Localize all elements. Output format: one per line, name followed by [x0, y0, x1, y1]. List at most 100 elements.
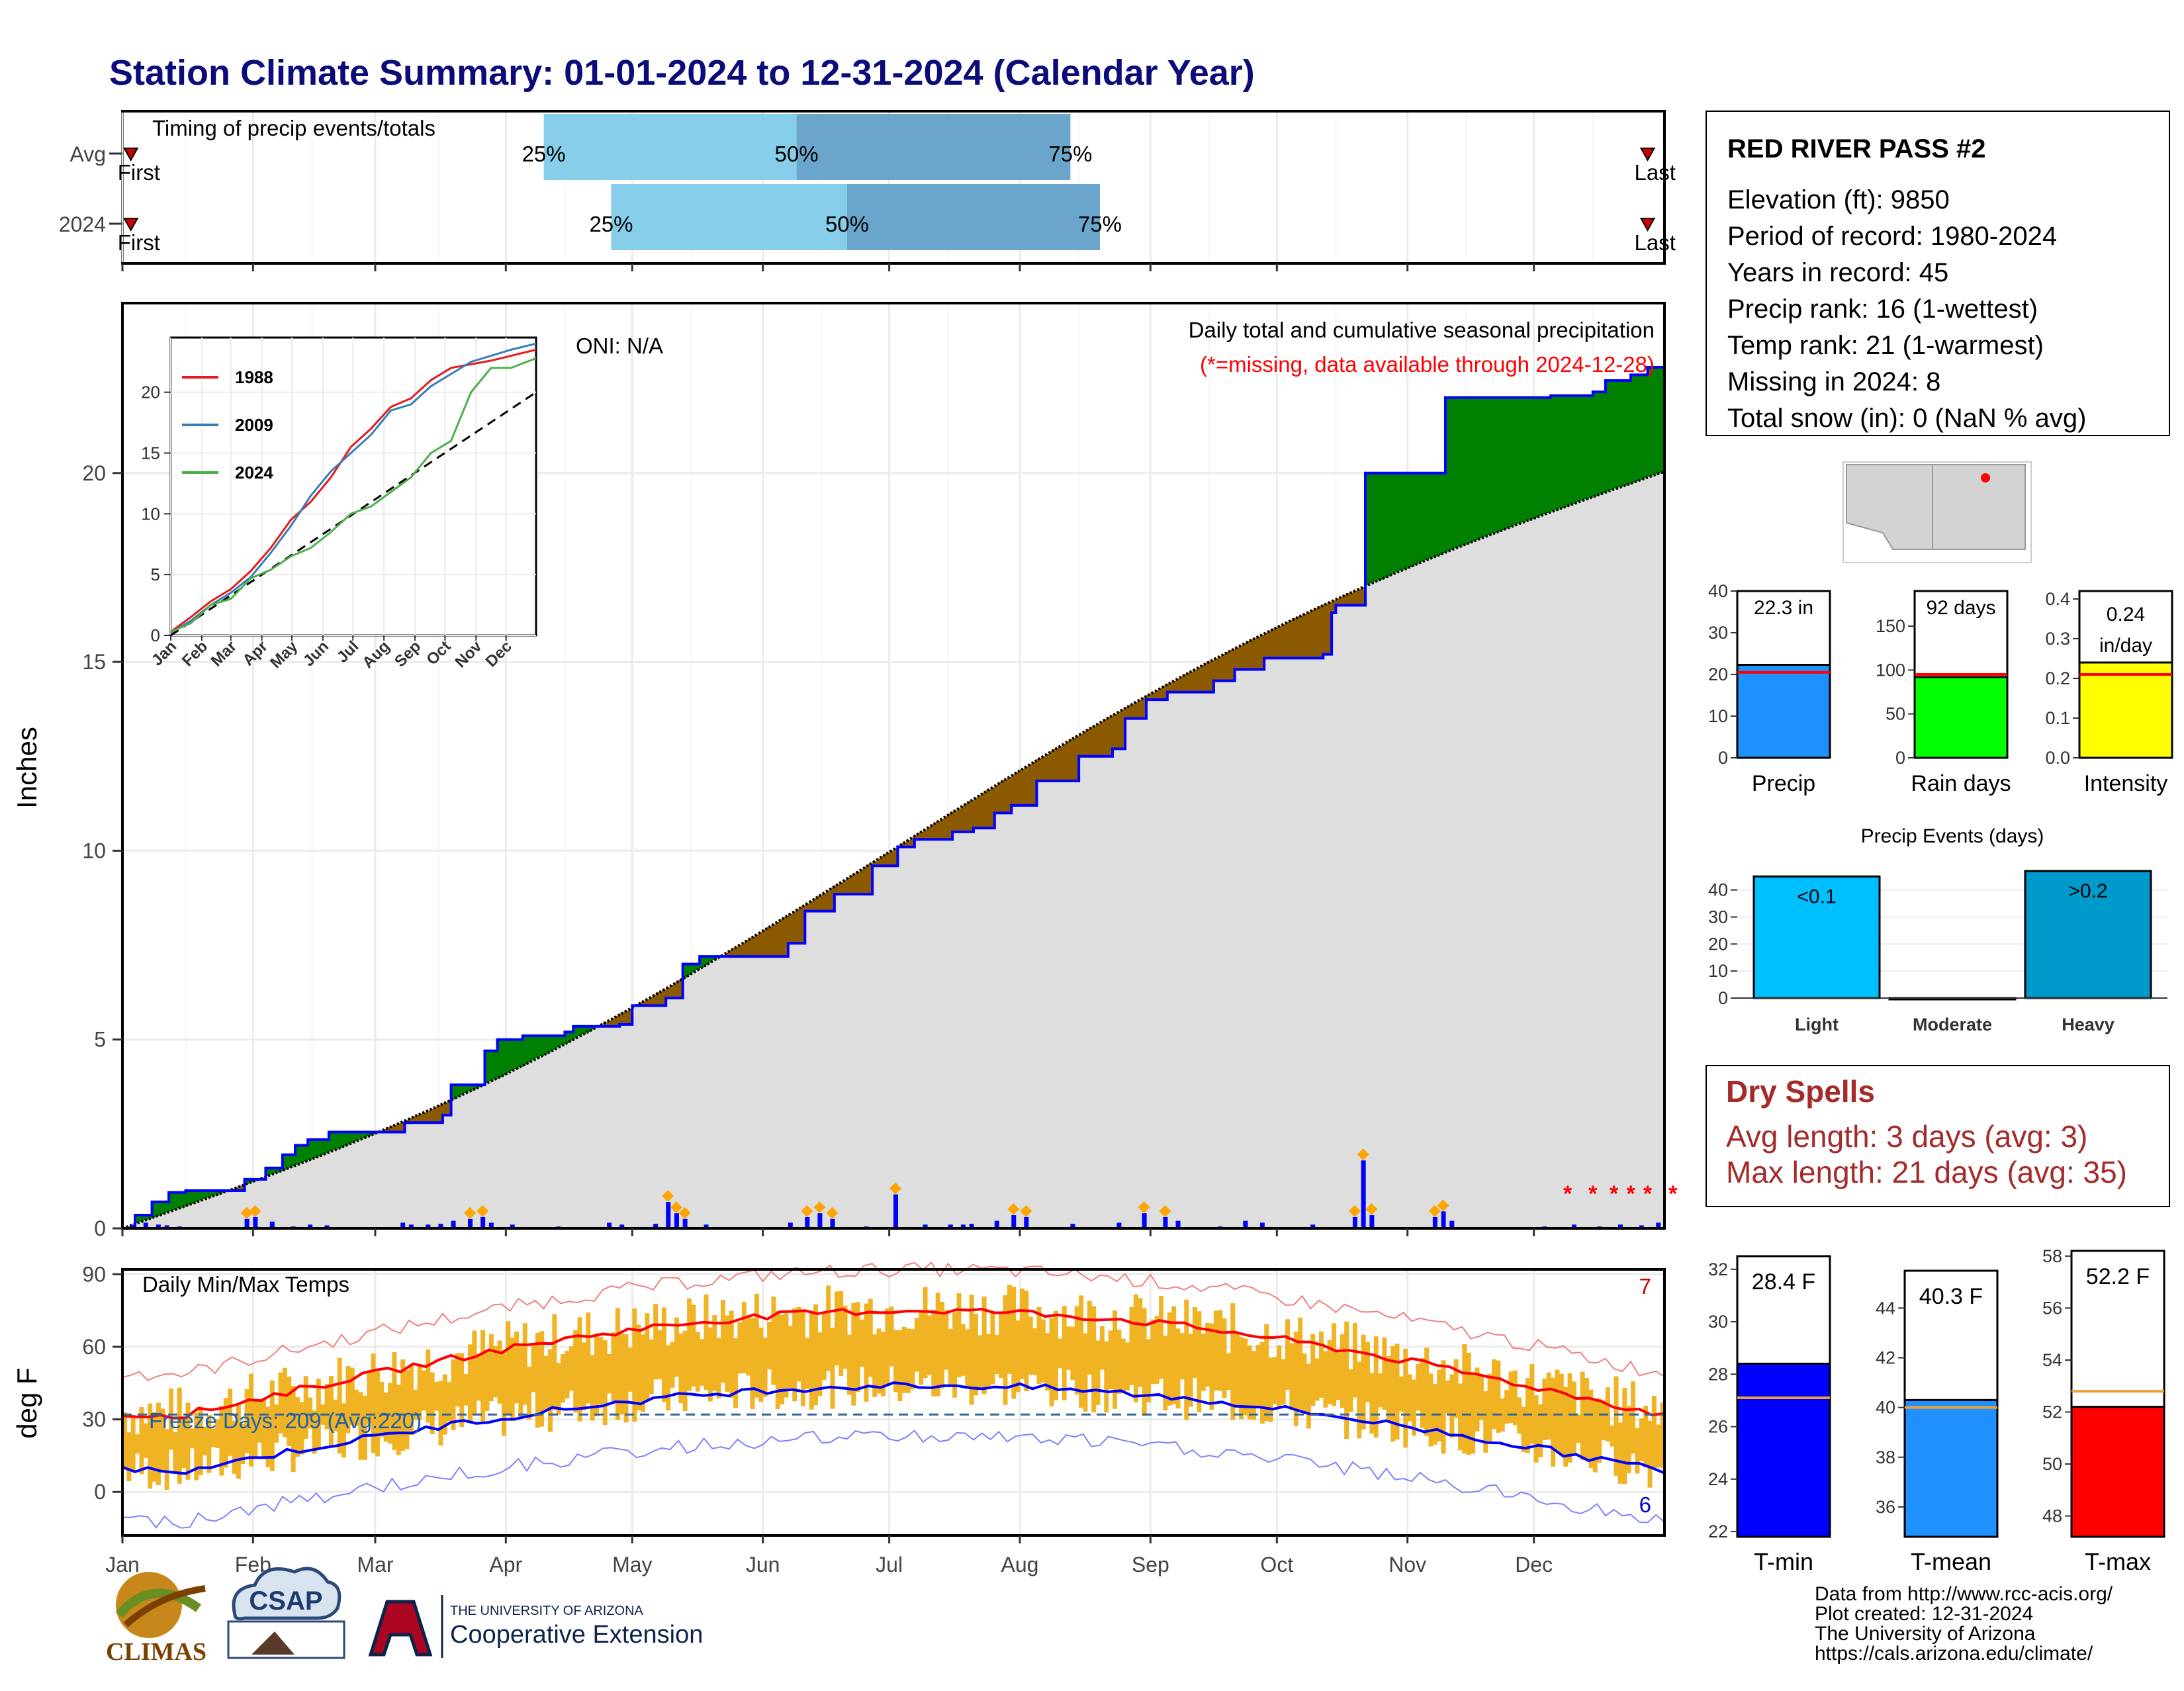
precip-departure	[860, 869, 864, 894]
tmax-missing-count: 7	[1639, 1274, 1651, 1299]
daily-temp-range	[173, 1432, 177, 1473]
daily-temp-range	[603, 1340, 608, 1425]
timing-pct-label: 50%	[775, 142, 819, 166]
daily-temp-range	[1163, 1336, 1167, 1410]
daily-temp-range	[1041, 1320, 1046, 1383]
climas-logo: CLIMAS	[106, 1572, 206, 1666]
daily-temp-range	[430, 1373, 435, 1434]
daily-temp-range	[1471, 1375, 1475, 1453]
timing-pct-label: 75%	[1078, 212, 1122, 236]
daily-temp-range	[590, 1355, 595, 1420]
precip-departure	[619, 1013, 624, 1025]
timing-label: Timing of precip events/totals	[152, 116, 435, 140]
precip-departure	[952, 811, 957, 831]
precip-departure	[1349, 593, 1353, 606]
precip-departure	[535, 1036, 540, 1058]
precip-departure	[1091, 727, 1096, 756]
precip-departure	[885, 853, 889, 866]
daily-temp-range	[1273, 1357, 1277, 1404]
precip-departure	[965, 803, 970, 831]
precip-departure	[1357, 589, 1361, 606]
daily-temp-range	[1298, 1318, 1302, 1410]
daily-temp-range	[1529, 1364, 1534, 1444]
daily-precip-bar	[1433, 1217, 1437, 1228]
daily-temp-range	[1420, 1358, 1425, 1428]
precip-departure	[1248, 641, 1252, 670]
daily-temp-range	[422, 1371, 426, 1411]
precip-departure	[181, 1193, 186, 1207]
daily-temp-range	[565, 1351, 569, 1398]
daily-temp-range	[788, 1326, 793, 1388]
daily-temp-range	[1045, 1333, 1050, 1391]
precip-departure	[527, 1036, 531, 1062]
daily-temp-range	[1096, 1340, 1101, 1404]
page-title: Station Climate Summary: 01-01-2024 to 1…	[109, 53, 1255, 93]
daily-temp-range	[691, 1305, 696, 1387]
precip-y-label: 20	[82, 461, 106, 485]
daily-temp-range	[927, 1316, 932, 1375]
precip-departure	[1011, 774, 1016, 805]
daily-temp-range	[527, 1367, 531, 1420]
precip-departure	[1529, 398, 1534, 520]
daily-temp-range	[177, 1388, 182, 1484]
precip-departure	[1323, 604, 1328, 655]
precip-departure	[1504, 398, 1509, 529]
daily-temp-range	[649, 1340, 654, 1394]
daily-temp-range	[1167, 1312, 1172, 1406]
event-bar-name: Moderate	[1913, 1015, 1992, 1034]
precip-departure	[1597, 392, 1602, 494]
daily-temp-range	[126, 1432, 131, 1481]
daily-temp-range	[464, 1374, 469, 1406]
daily-temp-range	[1058, 1338, 1062, 1368]
precip-departure	[1285, 622, 1290, 658]
precip-departure	[1222, 654, 1227, 680]
missing-day-marker: *	[1668, 1181, 1678, 1207]
station-info-line: Elevation (ft): 9850	[1727, 185, 1950, 214]
precip-departure	[1449, 398, 1454, 550]
daily-temp-range	[1180, 1333, 1185, 1379]
timing-first-label: First	[118, 160, 160, 185]
precip-departure	[443, 1103, 447, 1115]
precip-departure	[889, 850, 894, 866]
precip-departure	[1045, 754, 1050, 781]
daily-temp-range	[1116, 1330, 1121, 1394]
precip-departure	[1387, 473, 1391, 576]
precip-departure	[1083, 731, 1087, 756]
daily-temp-range	[940, 1302, 944, 1389]
precip-departure	[548, 1036, 553, 1052]
daily-temp-range	[472, 1331, 477, 1414]
daily-temp-range	[1357, 1362, 1361, 1439]
summary-bar-name: Intensity	[2084, 771, 2168, 796]
events-y-label: 10	[1708, 961, 1728, 981]
daily-temp-range	[1062, 1306, 1067, 1400]
daily-temp-range	[763, 1338, 768, 1396]
precip-departure	[156, 1202, 161, 1216]
temp-y-label: 26	[1708, 1417, 1728, 1437]
daily-precip-bar	[1441, 1211, 1446, 1228]
temp-bar-name: T-mean	[1911, 1548, 1991, 1575]
precip-departure	[1289, 620, 1294, 658]
precip-departure	[995, 785, 999, 813]
daily-temp-range	[990, 1312, 995, 1384]
daily-temp-range	[1517, 1397, 1522, 1434]
daily-temp-range	[1121, 1339, 1126, 1393]
daily-temp-range	[1378, 1373, 1383, 1407]
precip-departure	[1513, 398, 1518, 526]
precip-departure	[1036, 759, 1041, 781]
precip-departure	[1508, 398, 1513, 527]
temp-y-label: 54	[2042, 1350, 2062, 1370]
daily-temp-range	[1618, 1422, 1623, 1483]
daily-temp-range	[1091, 1306, 1096, 1412]
summary-y-label: 10	[1708, 706, 1728, 726]
precip-departure	[1353, 591, 1357, 606]
daily-precip-bar	[831, 1219, 835, 1228]
precip-departure	[1281, 624, 1286, 658]
precip-departure	[999, 782, 1003, 813]
summary-y-label: 0	[1895, 748, 1905, 768]
precip-departure	[1319, 606, 1324, 658]
daily-temp-range	[1146, 1339, 1151, 1402]
daily-temp-range	[696, 1332, 700, 1391]
station-info-line: Missing in 2024: 8	[1727, 367, 1940, 396]
